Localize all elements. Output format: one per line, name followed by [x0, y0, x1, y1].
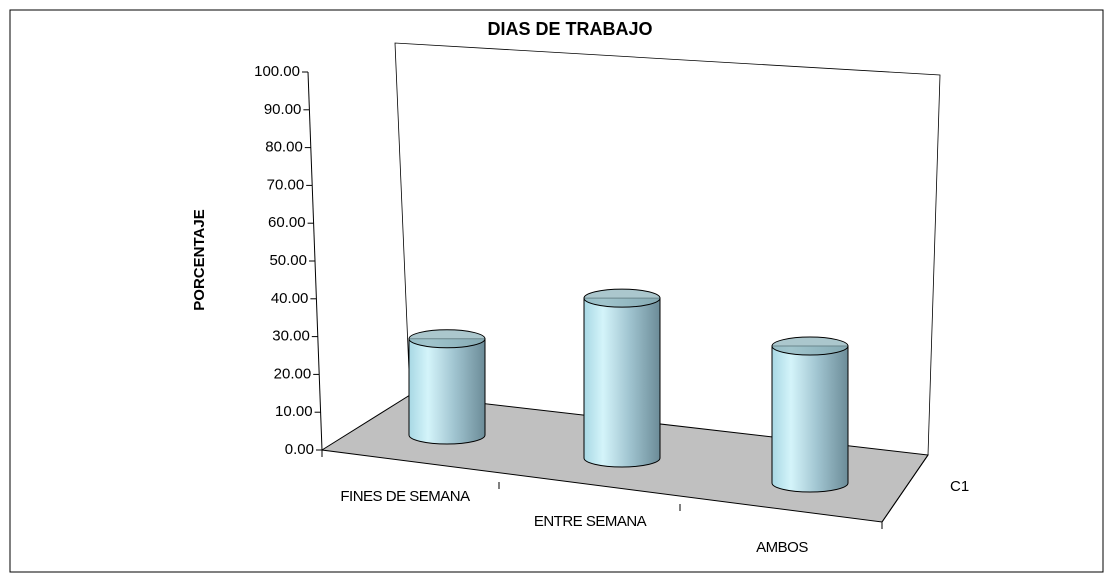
cylinder	[408, 338, 486, 445]
y-tick-label: 0.00	[285, 441, 314, 458]
y-tick-label: 40.00	[271, 290, 309, 307]
cylinder-top	[583, 288, 661, 308]
y-tick-label: 70.00	[267, 176, 305, 193]
cylinder-top	[771, 336, 849, 356]
y-tick-label: 60.00	[268, 214, 306, 231]
depth-axis	[881, 454, 929, 523]
y-tick-label: 80.00	[265, 139, 303, 156]
series-label: C1	[950, 478, 969, 495]
chart-title: DIAS DE TRABAJO	[487, 19, 652, 39]
y-tick-label: 100.00	[254, 63, 300, 80]
back-wall	[394, 42, 941, 456]
y-tick-label: 20.00	[274, 365, 312, 382]
y-tick-label: 90.00	[264, 101, 302, 118]
y-tick-label: 30.00	[272, 328, 310, 345]
cylinder	[583, 297, 661, 468]
cylinder	[771, 345, 849, 493]
y-axis-label: PORCENTAJE	[191, 209, 208, 310]
x-tick-label: ENTRE SEMANA	[534, 513, 647, 530]
x-tick-label: AMBOS	[756, 539, 808, 556]
y-tick-label: 50.00	[269, 252, 307, 269]
x-tick-label: FINES DE SEMANA	[340, 488, 470, 505]
y-tick-label: 10.00	[275, 403, 313, 420]
cylinder-top	[408, 329, 486, 349]
